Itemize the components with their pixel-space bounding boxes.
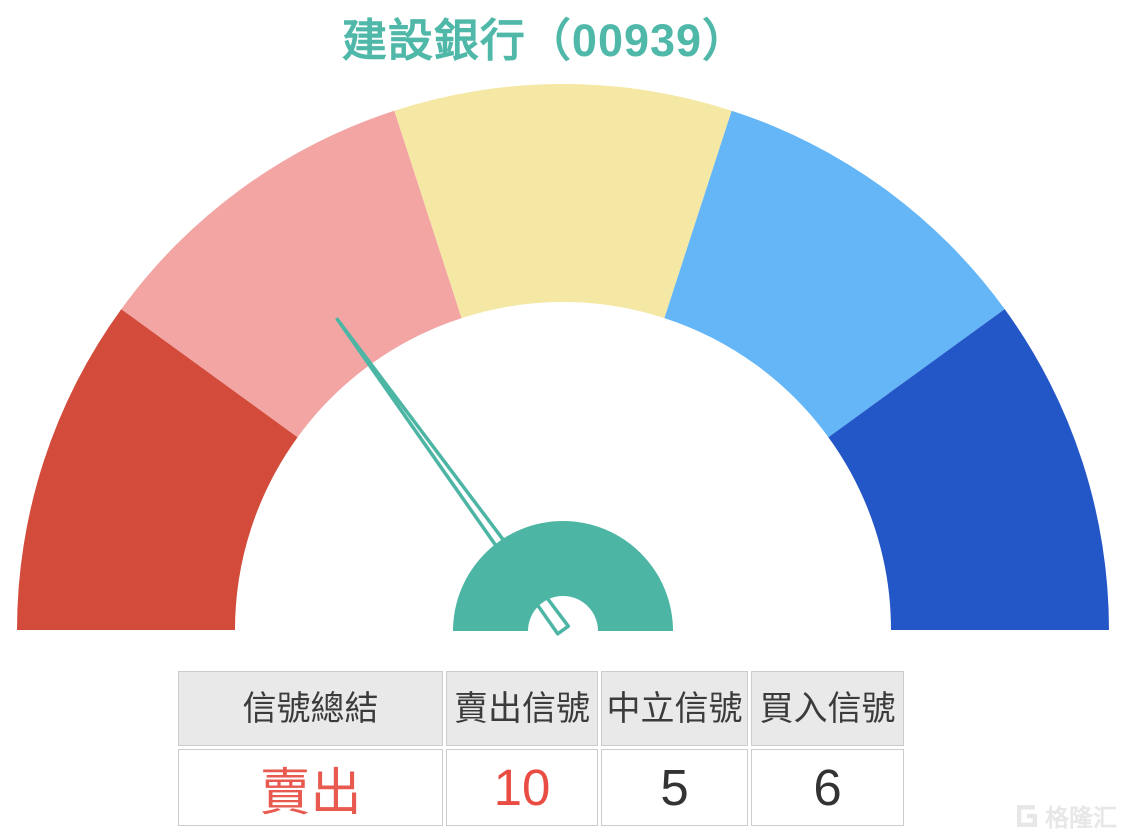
gauge-segment-strong-sell: [17, 309, 298, 630]
signal-table: 信號總結 賣出信號 中立信號 買入信號 賣出 10 5 6: [178, 671, 904, 826]
header-sell-signals: 賣出信號: [446, 671, 598, 746]
gauge-segment-neutral: [394, 83, 732, 319]
gauge-segment-buy: [664, 110, 1005, 438]
header-signal-summary: 信號總結: [178, 671, 443, 746]
cell-buy-count: 6: [751, 749, 904, 826]
watermark-text: 格隆汇: [1045, 805, 1117, 832]
gauge-hub: [453, 521, 673, 631]
header-buy-signals: 買入信號: [751, 671, 904, 746]
cell-neutral-count: 5: [601, 749, 748, 826]
cell-sell-count: 10: [446, 749, 598, 826]
header-neutral-signals: 中立信號: [601, 671, 748, 746]
cell-signal-summary: 賣出: [178, 749, 443, 826]
watermark: 格隆汇: [1013, 798, 1117, 833]
gauge-segment-sell: [121, 110, 462, 438]
gelonghui-logo-icon: [1016, 804, 1038, 827]
page-title: 建設銀行（00939）: [341, 15, 749, 66]
gauge-segment-strong-buy: [828, 309, 1109, 630]
